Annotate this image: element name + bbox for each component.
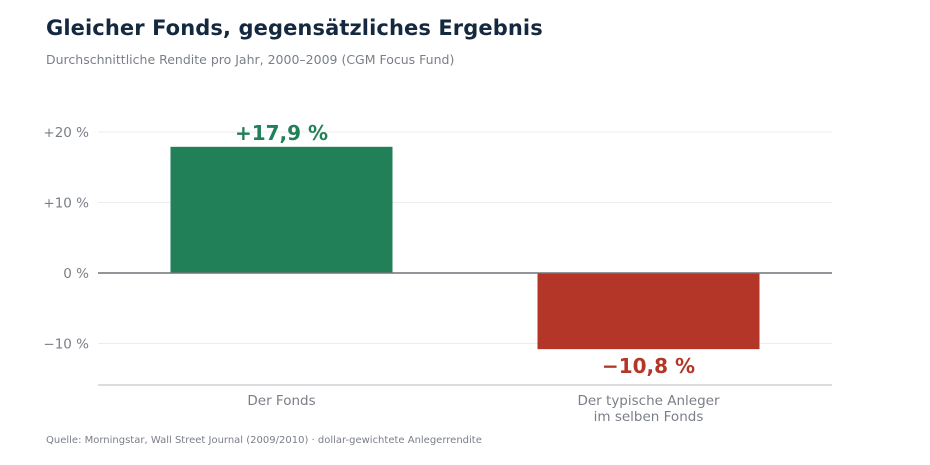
y-tick-label: 0 % — [63, 266, 89, 282]
bar-2 — [537, 273, 760, 350]
y-tick-label: +20 % — [43, 125, 89, 141]
data-label-2: −10,8 % — [602, 354, 695, 378]
chart-subtitle: Durchschnittliche Rendite pro Jahr, 2000… — [46, 52, 455, 67]
data-label-1: +17,9 % — [235, 121, 328, 145]
category-label: im selben Fonds — [594, 409, 704, 425]
source-note: Quelle: Morningstar, Wall Street Journal… — [46, 435, 482, 446]
chart-title: Gleicher Fonds, gegensätzliches Ergebnis — [46, 16, 543, 40]
y-tick-label: −10 % — [43, 337, 89, 353]
y-tick-label: +10 % — [43, 196, 89, 212]
category-label: Der typische Anleger — [577, 393, 719, 409]
bar-1 — [170, 146, 393, 273]
category-label: Der Fonds — [247, 393, 315, 409]
